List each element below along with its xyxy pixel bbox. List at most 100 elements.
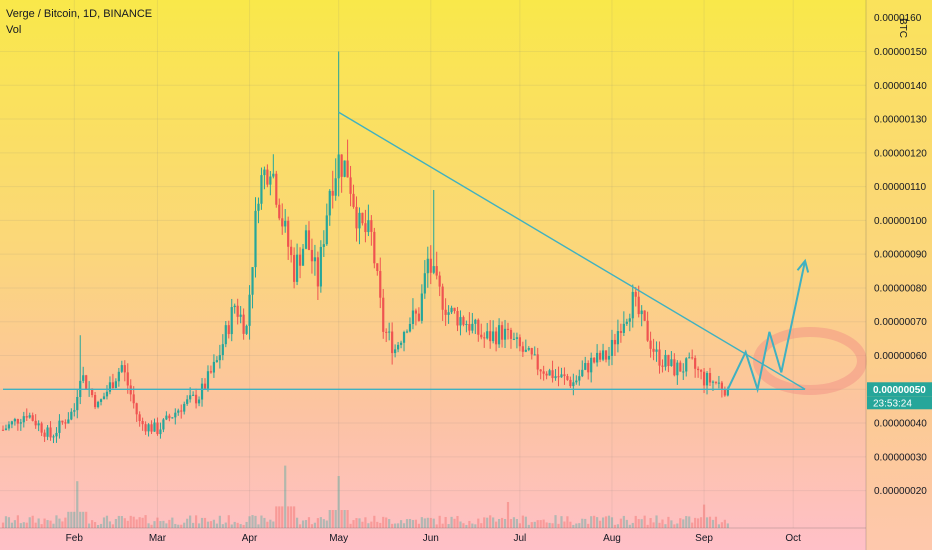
candle-body [506,328,510,330]
volume-bar [272,521,275,528]
volume-bar [331,510,334,528]
candle-body [575,380,578,383]
volume-bar [99,523,103,528]
candle-body [10,421,14,425]
candle-body [492,331,495,342]
candle-body [382,297,385,332]
volume-bar [194,515,198,528]
volume-bar [391,523,394,528]
volume-bar [224,522,227,528]
candle-body [509,329,513,339]
volume-bar [180,524,183,528]
candle-body [156,422,159,435]
volume-bar [132,516,135,528]
volume-bar [25,522,28,528]
volume-bar [212,519,216,528]
time-tick-label: Jul [513,533,526,544]
volume-bar [471,523,474,528]
candle-body [495,331,498,345]
candle-body [25,416,28,418]
candle-body [200,383,204,400]
drawings[interactable] [3,111,867,395]
candle-body [471,323,474,331]
volume-bar [233,521,236,528]
volume-bar [174,523,177,528]
candle-body [584,363,587,370]
price-scale[interactable]: 0.00000020 0.00000030 0.00000040 0.00000050… [865,0,932,550]
volume-bar [85,511,88,528]
volume-bar [566,516,569,528]
candle-body [503,328,507,340]
volume-indicator-label[interactable]: Vol [6,24,22,36]
candle-body [257,203,260,211]
candle-body [73,410,76,412]
candle-body [251,267,254,295]
volume-bar [102,517,106,528]
volume-bar [293,506,296,528]
candle-body [275,173,278,205]
volume-bar [477,518,480,528]
candle-body [468,324,471,331]
volume-bar [399,520,403,528]
candle-body [593,357,596,363]
volume-bar [512,517,516,528]
volume-bar [637,519,640,528]
volume-bar [105,515,109,528]
volume-bar [670,520,673,528]
volume-bar [581,518,584,528]
candle-body [343,160,346,177]
volume-bar [664,524,667,528]
candle-body [604,350,608,360]
volume-bar [287,506,290,528]
volume-bar [159,521,162,528]
candle-body [673,359,676,376]
volume-bar [723,519,726,528]
candle-body [497,325,501,345]
candle-body [429,258,432,273]
candle-body [272,173,275,177]
volume-bar [114,518,117,528]
volume-bar [93,522,97,528]
volume-bar [19,523,22,528]
volume-bar [144,515,147,528]
countdown-box [867,396,932,410]
candle-body [607,355,611,360]
candle-body [352,193,355,207]
time-axis[interactable]: Feb Mar Apr May Jun Jul Aug Sep Oct [0,527,866,544]
volume-bar [290,506,293,528]
volume-bar [266,521,269,528]
volume-bar [667,516,670,528]
volume-bar [120,516,123,528]
projection-arrowhead [796,258,810,273]
volume-bar [218,515,221,528]
volume-bar [52,523,55,528]
candle-body [723,389,726,396]
candle-body [533,354,536,356]
candle-body [477,319,480,335]
volume-bar [192,522,195,528]
countdown-label: 23:53:24 [873,398,912,409]
volume-bar [456,515,459,528]
candle-body [545,373,548,376]
candle-body [560,374,563,378]
volume-bar [682,519,685,528]
volume-bar [705,517,709,528]
volume-bar [697,518,700,528]
volume-bar [269,519,272,528]
volume-bar [575,523,578,528]
candle-body [203,383,207,389]
volume-bar [578,523,581,528]
candle-body [697,368,700,371]
highlight-circle [753,327,867,395]
volume-bar [301,520,305,528]
volume-bar [628,524,631,528]
candle-body [530,348,533,355]
candle-body [512,338,516,340]
volume-bar [352,520,355,528]
candle-body [194,394,198,404]
volume-bar [658,522,661,528]
candle-body [13,419,16,422]
volume-bar [340,510,343,528]
volume-bar [649,518,652,528]
